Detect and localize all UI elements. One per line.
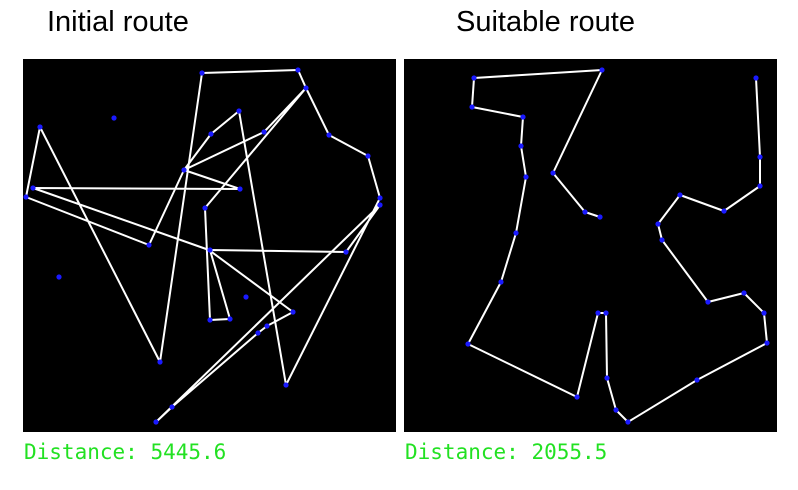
city-point xyxy=(208,131,214,137)
city-point xyxy=(377,202,383,208)
city-point xyxy=(513,230,519,236)
city-point xyxy=(264,323,270,329)
initial-route-canvas xyxy=(23,59,396,432)
suitable-distance-label: Distance: xyxy=(405,440,519,464)
initial-distance-readout: Distance: 5445.6 xyxy=(24,440,226,464)
city-point xyxy=(761,310,767,316)
city-point xyxy=(290,309,296,315)
city-point xyxy=(597,214,603,220)
city-point xyxy=(181,167,187,173)
city-point xyxy=(757,154,763,160)
city-point xyxy=(764,340,770,346)
city-point xyxy=(202,205,208,211)
initial-distance-label: Distance: xyxy=(24,440,138,464)
initial-route-title: Initial route xyxy=(47,6,189,38)
initial-route-path xyxy=(25,69,381,423)
city-point xyxy=(169,404,175,410)
city-point xyxy=(111,115,117,121)
city-point xyxy=(599,67,605,73)
city-point xyxy=(207,317,213,323)
suitable-distance-readout: Distance: 2055.5 xyxy=(405,440,607,464)
city-point xyxy=(677,192,683,198)
city-point xyxy=(343,249,349,255)
city-point xyxy=(237,186,243,192)
city-point xyxy=(295,67,301,73)
city-point xyxy=(157,359,163,365)
suitable-route-path xyxy=(467,77,768,423)
city-point xyxy=(603,310,609,316)
city-point xyxy=(146,242,152,248)
city-point xyxy=(261,129,267,135)
suitable-distance-value: 2055.5 xyxy=(531,440,608,464)
city-point xyxy=(469,104,475,110)
city-point xyxy=(283,382,289,388)
city-point xyxy=(613,407,619,413)
city-point xyxy=(56,274,62,280)
city-point xyxy=(625,419,631,425)
city-point xyxy=(582,209,588,215)
city-point xyxy=(574,394,580,400)
city-point xyxy=(655,221,661,227)
city-point xyxy=(550,170,556,176)
city-point xyxy=(227,316,233,322)
city-point xyxy=(471,75,477,81)
city-point xyxy=(694,377,700,383)
city-point xyxy=(30,185,36,191)
initial-distance-value: 5445.6 xyxy=(150,440,227,464)
city-point xyxy=(753,75,759,81)
city-point xyxy=(303,85,309,91)
city-point xyxy=(465,341,471,347)
city-point xyxy=(595,310,601,316)
city-point xyxy=(518,143,524,149)
city-point xyxy=(236,108,242,114)
city-point xyxy=(523,174,529,180)
city-point xyxy=(757,183,763,189)
city-point xyxy=(604,375,610,381)
city-point xyxy=(207,247,213,253)
suitable-route-plot xyxy=(465,67,770,425)
city-point xyxy=(153,419,159,425)
initial-route-plot xyxy=(23,67,383,425)
city-point xyxy=(365,153,371,159)
city-point xyxy=(520,114,526,120)
city-point xyxy=(721,208,727,214)
city-point xyxy=(741,290,747,296)
city-point xyxy=(326,132,332,138)
city-point xyxy=(498,279,504,285)
city-point xyxy=(243,294,249,300)
city-point xyxy=(659,237,665,243)
city-point xyxy=(255,330,261,336)
city-point xyxy=(37,124,43,130)
city-point xyxy=(199,70,205,76)
city-point xyxy=(377,195,383,201)
city-point xyxy=(23,194,29,200)
suitable-route-title: Suitable route xyxy=(456,6,635,38)
suitable-route-canvas xyxy=(404,59,777,432)
city-point xyxy=(705,299,711,305)
suitable-route-path xyxy=(473,69,603,218)
